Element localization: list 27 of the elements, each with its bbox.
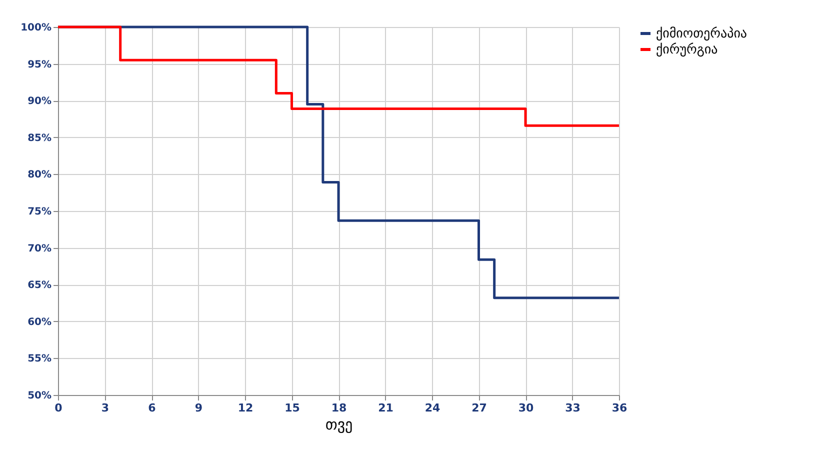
x-tick-label: 21	[378, 402, 394, 414]
x-tick-label: 36	[612, 402, 628, 414]
y-tick-label: 50%	[28, 390, 52, 402]
y-tick-label: 60%	[28, 316, 52, 328]
y-tick-label: 95%	[28, 59, 52, 70]
x-tick-label: 6	[148, 402, 156, 414]
x-tick-label: 30	[518, 402, 534, 414]
x-tick-label: 3	[101, 402, 110, 414]
x-tick-label: 12	[238, 402, 254, 414]
legend-label: ქიმიოთერაპია	[656, 26, 748, 42]
x-tick-label: 27	[472, 402, 487, 414]
y-tick-label: 55%	[28, 354, 52, 365]
x-tick-label: 18	[331, 402, 347, 414]
y-tick-label: 100%	[20, 22, 52, 34]
y-tick-label: 85%	[28, 132, 52, 144]
x-tick-label: 9	[194, 402, 203, 414]
y-tick-label: 70%	[28, 243, 52, 254]
y-tick-label: 80%	[28, 170, 52, 181]
y-tick-label: 90%	[28, 96, 52, 108]
x-axis-title: თვე	[325, 416, 353, 434]
y-tick-label: 65%	[28, 280, 52, 292]
x-tick-label: 15	[284, 402, 300, 414]
y-tick-label: 75%	[28, 206, 52, 218]
x-tick-label: 33	[565, 402, 580, 414]
x-tick-label: 0	[54, 402, 63, 414]
x-tick-label: 24	[424, 402, 440, 414]
legend-label: ქირურგია	[656, 42, 718, 58]
